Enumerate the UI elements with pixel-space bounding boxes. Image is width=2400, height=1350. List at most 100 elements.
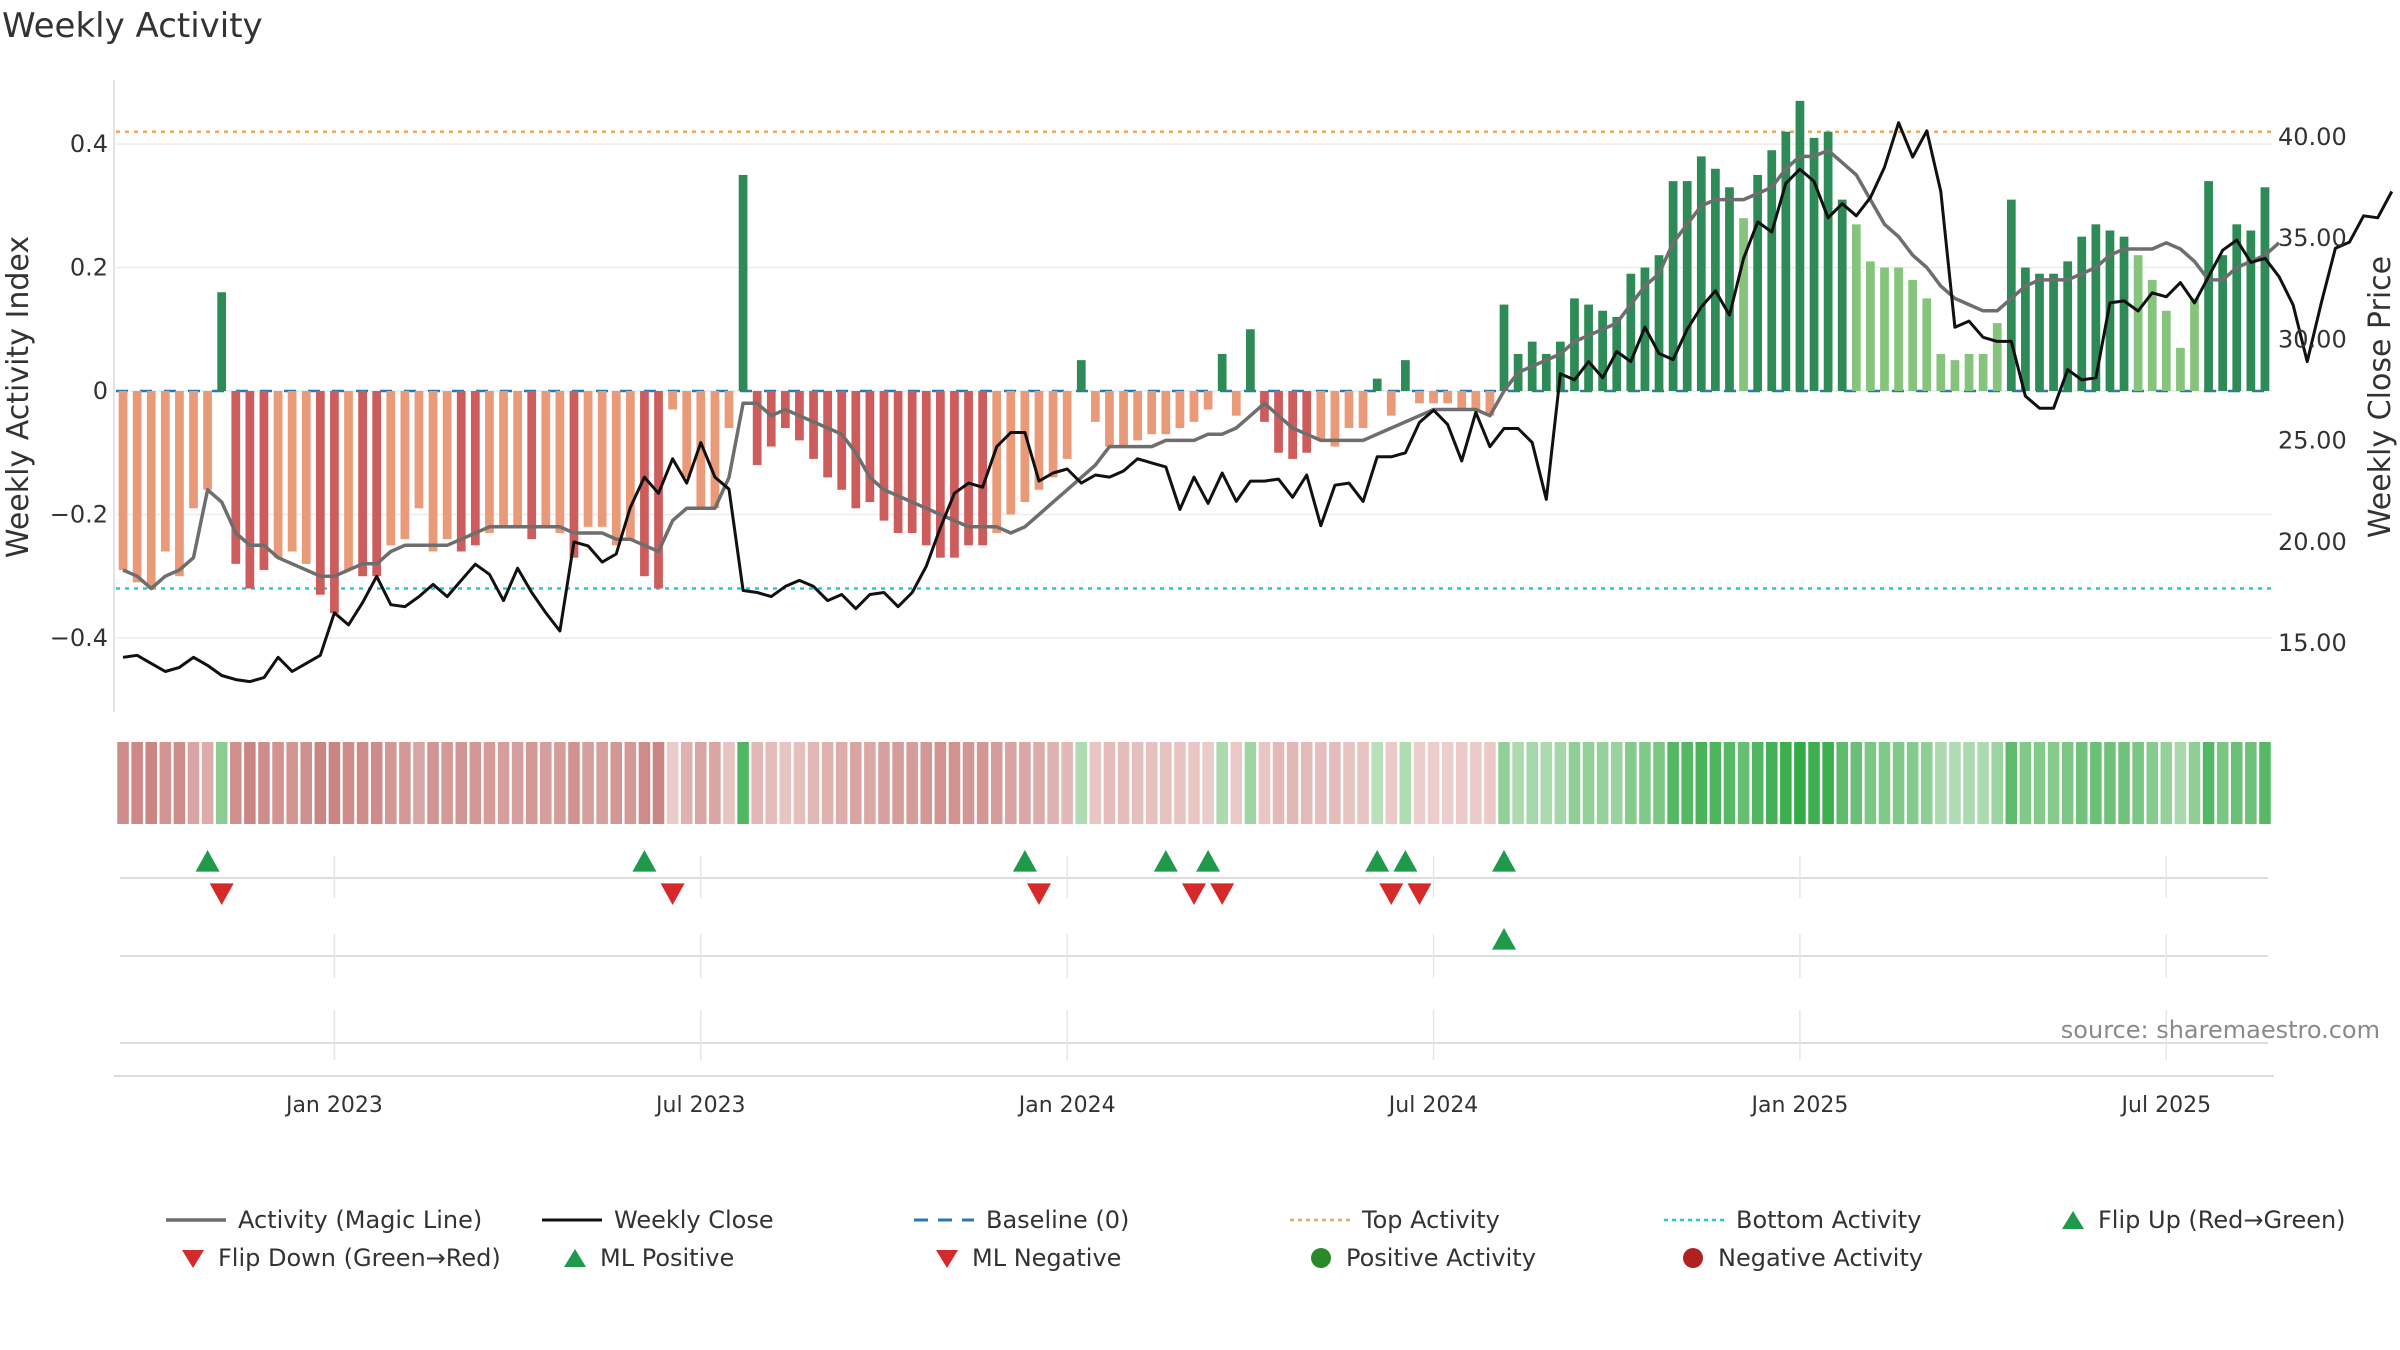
activity-bar xyxy=(1795,100,1805,391)
heat-cell xyxy=(2019,742,2032,824)
heat-cell xyxy=(1455,742,1468,824)
heat-cell xyxy=(272,742,284,824)
heat-cell xyxy=(427,742,439,824)
flip-down-marker xyxy=(1026,883,1051,905)
heat-cell xyxy=(1300,742,1313,824)
heat-cell xyxy=(1906,742,1919,824)
activity-bar xyxy=(1231,391,1241,416)
heat-cell xyxy=(1498,742,1510,824)
activity-bar xyxy=(2204,181,2213,391)
activity-bar xyxy=(1105,391,1114,447)
heat-cell xyxy=(1005,742,1017,824)
flip-up-marker xyxy=(1393,850,1418,872)
heat-cell xyxy=(1413,742,1426,824)
activity-bar xyxy=(358,391,367,577)
activity-bar xyxy=(1964,353,1974,391)
heat-cell xyxy=(1625,742,1637,824)
activity-bar xyxy=(330,391,339,614)
activity-bar xyxy=(992,391,1002,533)
activity-bar xyxy=(231,391,241,564)
activity-bar xyxy=(2077,236,2087,391)
activity-bar xyxy=(1090,391,1100,422)
heat-cell xyxy=(159,742,172,824)
heat-cell xyxy=(1174,742,1186,824)
heat-cell xyxy=(370,742,383,824)
activity-bar xyxy=(2190,298,2199,391)
heat-cell xyxy=(258,742,270,824)
activity-bar xyxy=(1584,304,1593,391)
axes: −0.4 −0.2 0 0.2 0.4 15.00 20.00 25.00 30.00 35.00… xyxy=(1,80,2398,1118)
activity-bar xyxy=(1443,391,1453,404)
activity-bar xyxy=(921,391,931,546)
flip-up-marker xyxy=(1012,850,1037,872)
heat-cell xyxy=(131,742,143,824)
activity-bar xyxy=(1978,353,1988,391)
heat-cell xyxy=(497,742,510,824)
activity-bar xyxy=(499,391,508,527)
triangle-up-icon xyxy=(2062,1211,2084,1229)
x-tick-label: Jan 2023 xyxy=(284,1093,383,1118)
bottom-dotted-icon xyxy=(1664,1218,1724,1222)
y-tick-label: 0 xyxy=(93,377,108,405)
activity-bar xyxy=(1626,273,1636,391)
legend-label: Activity (Magic Line) xyxy=(238,1206,483,1234)
activity-bar xyxy=(132,391,142,583)
heat-cell xyxy=(610,742,623,824)
heat-cell xyxy=(1399,742,1412,824)
heat-cell xyxy=(1977,742,1989,824)
flip-up-marker xyxy=(1365,850,1390,872)
heat-cell xyxy=(1202,742,1214,824)
legend: Activity (Magic Line) Weekly Close Baselin… xyxy=(150,1206,2400,1286)
heat-cell xyxy=(117,742,129,824)
x-tick-label: Jul 2025 xyxy=(2120,1093,2212,1118)
activity-bar xyxy=(2176,347,2185,391)
activity-bar xyxy=(1274,391,1283,453)
legend-item: Activity (Magic Line) xyxy=(166,1206,482,1234)
heat-cell xyxy=(1315,742,1327,824)
heat-cell xyxy=(2132,742,2144,824)
heat-cell xyxy=(1286,742,1299,824)
activity-bar xyxy=(1429,391,1438,404)
heat-cell xyxy=(2061,742,2074,824)
y2-axis-title: Weekly Close Price xyxy=(2363,256,2398,538)
activity-bar xyxy=(1020,391,1030,503)
heat-cell xyxy=(680,742,693,824)
activity-bar xyxy=(1076,360,1086,391)
triangle-down-icon xyxy=(182,1250,204,1268)
activity-bar xyxy=(1358,391,1368,429)
heat-cell xyxy=(962,742,975,824)
activity-bar xyxy=(1133,391,1143,441)
activity-bar xyxy=(1837,199,1847,391)
legend-item: Flip Down (Green→Red) xyxy=(180,1244,501,1272)
activity-bars xyxy=(118,100,2270,614)
legend-label: ML Positive xyxy=(600,1244,735,1272)
activity-bar xyxy=(428,391,438,552)
heat-cell xyxy=(1949,742,1961,824)
heat-cell xyxy=(666,742,679,824)
weekly-close-series xyxy=(122,121,2394,684)
heat-cell xyxy=(525,742,538,824)
heat-cell xyxy=(1047,742,1059,824)
reference-lines xyxy=(116,130,2272,590)
heat-cell xyxy=(737,742,749,824)
heat-cell xyxy=(554,742,566,824)
activity-bar xyxy=(978,391,987,546)
heat-cell xyxy=(990,742,1003,824)
activity-bar xyxy=(907,391,917,533)
flip-up-marker xyxy=(1153,850,1178,872)
heat-cell xyxy=(1639,742,1651,824)
heat-cell xyxy=(1371,742,1383,824)
heat-cell xyxy=(1836,742,1848,824)
activity-bar xyxy=(865,391,875,503)
heat-cell xyxy=(300,742,313,824)
legend-label: ML Negative xyxy=(972,1244,1122,1272)
heat-cell xyxy=(1357,742,1369,824)
activity-bar xyxy=(1006,391,1016,515)
heat-cell xyxy=(2216,742,2229,824)
heat-cell xyxy=(286,742,298,824)
heat-cell xyxy=(2118,742,2130,824)
heat-cell xyxy=(1512,742,1524,824)
activity-bar xyxy=(301,391,311,564)
activity-bar xyxy=(513,391,522,527)
y-tick-label: −0.2 xyxy=(50,500,108,528)
